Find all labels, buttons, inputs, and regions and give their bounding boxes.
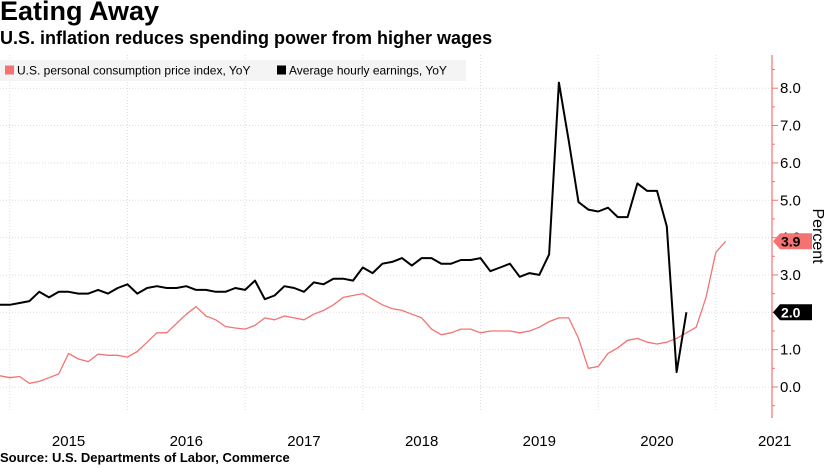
x-tick-label: 2016 <box>170 433 203 450</box>
y-tick-label: 6.0 <box>780 155 801 172</box>
legend-swatch-ahe <box>277 65 286 75</box>
last-value-tag-pce <box>773 233 812 250</box>
y-axis-label: Percent <box>809 208 826 264</box>
legend-box <box>0 60 466 81</box>
last-value-label-pce: 3.9 <box>781 233 801 249</box>
last-value-tag-ahe <box>773 304 812 321</box>
x-tick-label: 2021 <box>758 433 791 450</box>
x-tick-label: 2018 <box>405 433 438 450</box>
chart-title: Eating Away <box>0 0 160 26</box>
x-tick-label: 2020 <box>640 433 673 450</box>
x-tick-label: 2017 <box>287 433 320 450</box>
y-tick-label: 1.0 <box>780 342 801 359</box>
legend-swatch-pce <box>5 65 14 75</box>
chart-subtitle: U.S. inflation reduces spending power fr… <box>0 28 493 48</box>
series-line-pce <box>0 240 727 384</box>
plot-area <box>0 55 772 440</box>
series-lines <box>0 81 727 384</box>
legend-label-pce: U.S. personal consumption price index, Y… <box>17 64 250 78</box>
x-tick-label: 2015 <box>52 433 85 450</box>
source-note: Source: U.S. Departments of Labor, Comme… <box>0 450 290 465</box>
y-tick-label: 8.0 <box>780 80 801 97</box>
y-tick-label: 7.0 <box>780 118 801 135</box>
legend: U.S. personal consumption price index, Y… <box>0 60 466 81</box>
y-tick-label: 5.0 <box>780 192 801 209</box>
x-tick-label: 2019 <box>523 433 556 450</box>
y-tick-label: 0.0 <box>780 379 801 396</box>
vertical-gridlines <box>9 55 717 412</box>
x-axis: 2015 2016 2017 2018 2019 2020 2021 <box>52 433 791 450</box>
last-value-label-ahe: 2.0 <box>781 304 801 320</box>
last-value-tags: 3.9 2.0 <box>773 233 812 321</box>
y-tick-label: 3.0 <box>780 267 801 284</box>
legend-label-ahe: Average hourly earnings, YoY <box>289 64 447 78</box>
series-line-ahe <box>0 81 688 374</box>
